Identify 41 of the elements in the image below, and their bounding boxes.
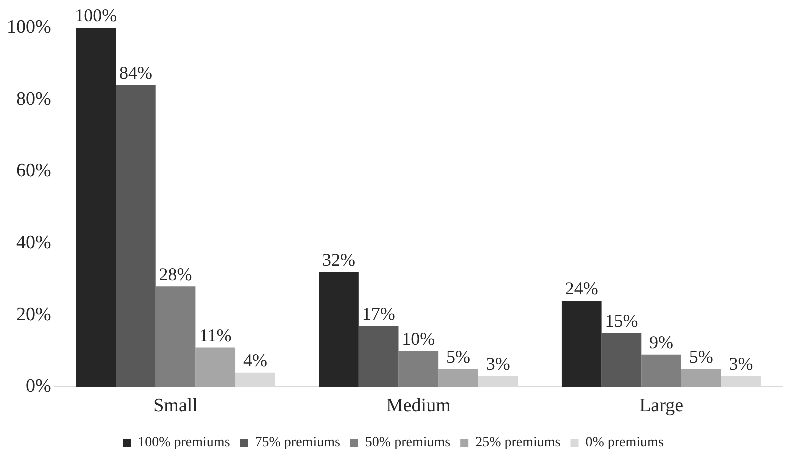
y-tick-label: 100% xyxy=(7,16,52,38)
data-label: 3% xyxy=(486,354,510,374)
data-label: 32% xyxy=(322,250,356,270)
legend-label: 0% premiums xyxy=(586,436,664,451)
bar xyxy=(602,333,642,388)
x-tick-label: Small xyxy=(154,396,198,417)
bar xyxy=(319,272,359,388)
data-label: 3% xyxy=(729,354,754,374)
data-label: 100% xyxy=(75,6,118,26)
y-tick-label: 20% xyxy=(16,304,52,326)
bar xyxy=(642,354,682,388)
legend-label: 25% premiums xyxy=(476,436,561,451)
bar xyxy=(116,85,156,388)
data-label: 17% xyxy=(362,304,396,324)
data-label: 10% xyxy=(402,329,436,350)
x-tick-label: Large xyxy=(640,396,684,417)
bar xyxy=(358,326,399,388)
data-label: 5% xyxy=(446,346,470,367)
data-label: 11% xyxy=(199,325,232,346)
data-label: 4% xyxy=(243,350,268,371)
bar xyxy=(681,369,722,388)
data-label: 28% xyxy=(159,264,192,284)
legend-label: 100% premiums xyxy=(138,436,230,451)
bar xyxy=(196,348,236,388)
y-tick-label: 0% xyxy=(26,376,52,398)
bar xyxy=(398,351,439,388)
legend-label: 75% premiums xyxy=(255,436,340,451)
data-label: 9% xyxy=(650,332,674,353)
legend-label: 50% premiums xyxy=(365,436,451,451)
data-label: 84% xyxy=(119,63,152,84)
y-tick-label: 80% xyxy=(16,88,52,110)
data-label: 5% xyxy=(689,346,714,367)
x-tick-label: Medium xyxy=(386,396,452,417)
y-tick-label: 40% xyxy=(16,232,52,254)
data-label: 15% xyxy=(605,311,638,332)
data-label: 24% xyxy=(565,278,598,299)
bar xyxy=(438,369,478,388)
bar xyxy=(156,286,196,388)
bar xyxy=(76,28,116,388)
y-tick-label: 60% xyxy=(16,160,52,182)
bar xyxy=(562,300,602,388)
